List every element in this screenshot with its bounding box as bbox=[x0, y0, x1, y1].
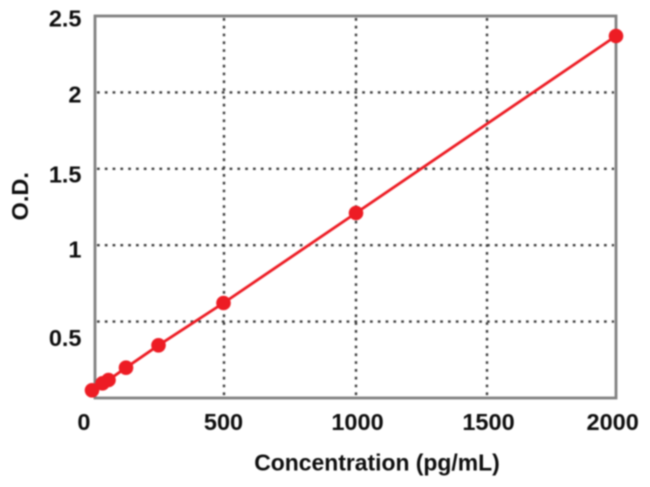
svg-text:O.D.: O.D. bbox=[7, 172, 33, 220]
svg-text:1500: 1500 bbox=[462, 409, 514, 435]
svg-text:Concentration (pg/mL): Concentration (pg/mL) bbox=[254, 450, 499, 476]
svg-text:0: 0 bbox=[77, 409, 90, 435]
svg-text:2: 2 bbox=[68, 82, 81, 108]
svg-text:1000: 1000 bbox=[331, 409, 383, 435]
svg-text:2000: 2000 bbox=[587, 409, 639, 435]
svg-text:2.5: 2.5 bbox=[49, 6, 82, 32]
svg-text:1: 1 bbox=[68, 237, 81, 263]
svg-text:1.5: 1.5 bbox=[49, 162, 82, 188]
svg-text:500: 500 bbox=[204, 409, 243, 435]
svg-text:0.5: 0.5 bbox=[49, 325, 82, 351]
